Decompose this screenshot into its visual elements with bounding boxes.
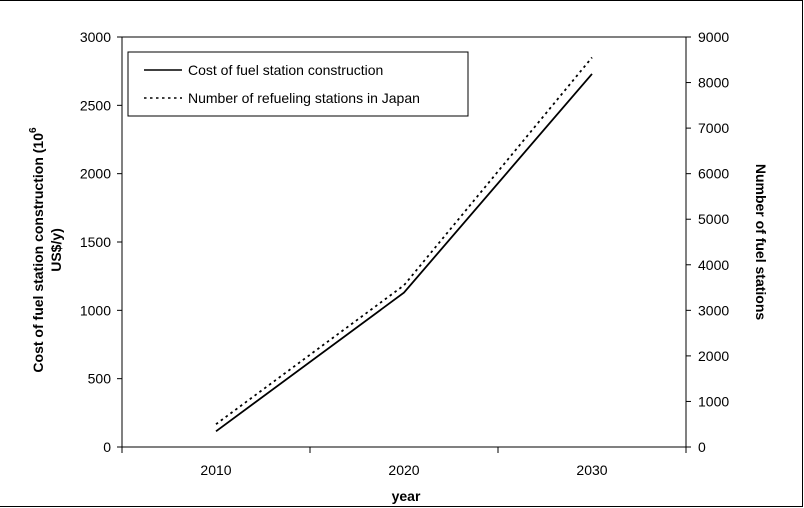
legend: Cost of fuel station construction Number… xyxy=(127,51,469,117)
legend-label-cost: Cost of fuel station construction xyxy=(188,62,383,78)
x-tick-label: 2020 xyxy=(388,462,419,478)
x-axis-title: year xyxy=(392,488,421,504)
right-tick-label: 1000 xyxy=(698,393,729,409)
series-layer xyxy=(215,56,593,433)
right-tick-label: 5000 xyxy=(698,211,729,227)
x-tick-label: 2010 xyxy=(200,462,231,478)
left-tick-label: 1500 xyxy=(80,234,111,250)
left-axis-title-main: Cost of fuel station construction (10 xyxy=(30,133,46,373)
x-axis-ticks: 2010 2020 2030 xyxy=(121,447,687,478)
right-tick-label: 6000 xyxy=(698,166,729,182)
right-tick-label: 3000 xyxy=(698,302,729,318)
right-axis-title: Number of fuel stations xyxy=(753,164,769,321)
right-tick-label: 8000 xyxy=(698,75,729,91)
right-tick-label: 0 xyxy=(698,439,706,455)
right-tick-label: 9000 xyxy=(698,29,729,45)
left-tick-label: 1000 xyxy=(80,302,111,318)
left-tick-label: 2000 xyxy=(80,166,111,182)
right-tick-label: 7000 xyxy=(698,120,729,136)
left-tick-label: 2500 xyxy=(80,97,111,113)
left-axis-ticks: 0 500 1000 1500 2000 2500 3000 xyxy=(80,29,122,455)
left-tick-label: 0 xyxy=(103,439,111,455)
right-tick-label: 4000 xyxy=(698,257,729,273)
left-axis-title-superscript: 6 xyxy=(28,127,39,133)
series-line-cost xyxy=(215,73,593,433)
x-tick-label: 2030 xyxy=(576,462,607,478)
legend-label-stations: Number of refueling stations in Japan xyxy=(188,90,420,106)
left-axis-title-units: US$/y) xyxy=(48,228,64,272)
legend-box xyxy=(127,51,469,117)
left-axis-title: Cost of fuel station construction (106 U… xyxy=(28,127,64,373)
left-tick-label: 3000 xyxy=(80,29,111,45)
svg-text:Cost of fuel station construct: Cost of fuel station construction (106 xyxy=(28,127,46,373)
right-tick-label: 2000 xyxy=(698,348,729,364)
right-axis-ticks: 0 1000 2000 3000 4000 5000 6000 7000 8000 9000 xyxy=(686,29,729,455)
left-tick-label: 500 xyxy=(88,371,112,387)
